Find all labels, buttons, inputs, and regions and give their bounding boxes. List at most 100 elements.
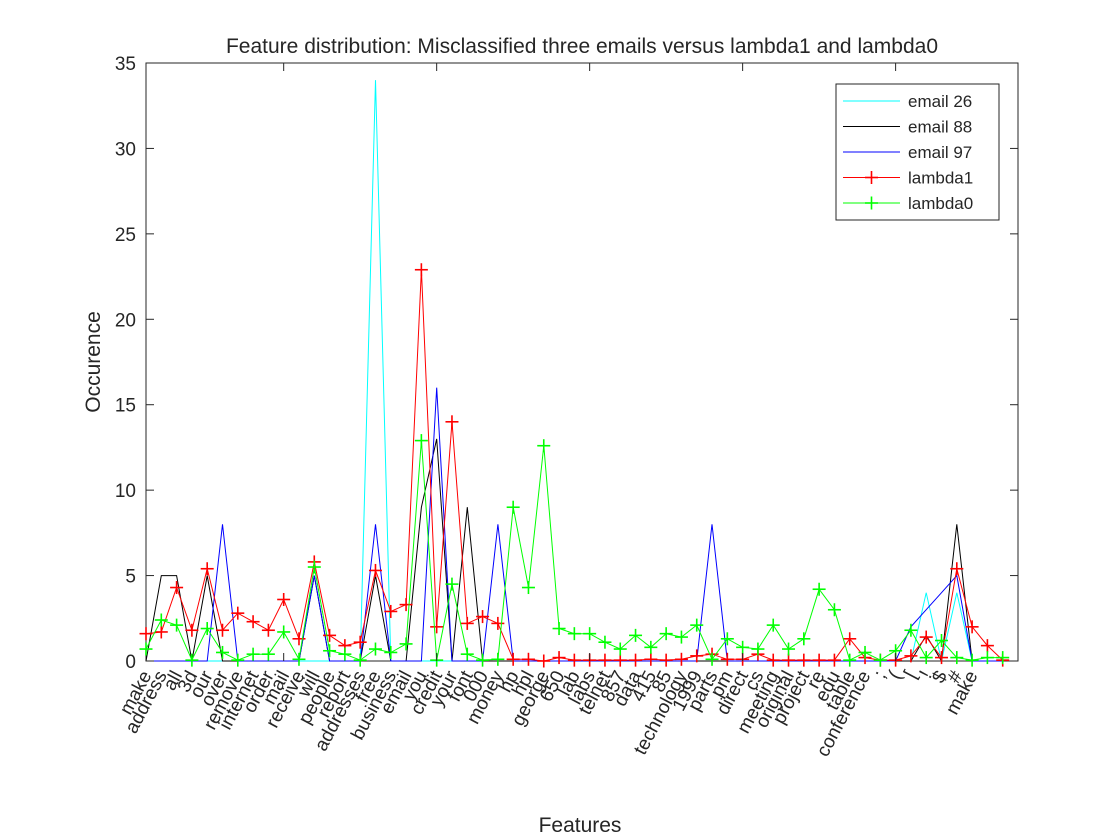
data-point-lambda0 [154,613,168,627]
data-point-lambda1 [353,635,367,649]
data-point-lambda0 [139,642,153,656]
y-tick-label: 10 [115,481,136,502]
data-point-lambda1 [414,263,428,277]
y-tick-label: 25 [115,225,136,246]
data-point-lambda1 [935,651,949,665]
data-point-lambda1 [460,616,474,630]
legend-entry: email 97 [843,143,972,162]
legend-entry: email 88 [843,118,972,137]
data-point-lambda1 [797,653,811,667]
legend-label: email 26 [908,92,972,111]
data-point-lambda0 [277,625,291,639]
legend-label: lambda0 [908,194,973,213]
data-point-lambda0 [414,434,428,448]
data-point-lambda1 [476,610,490,624]
y-tick-label: 15 [115,396,136,417]
data-point-lambda0 [690,618,704,632]
data-point-lambda1 [445,415,459,429]
data-point-lambda1 [567,653,581,667]
data-point-lambda0 [996,651,1010,665]
data-point-lambda0 [567,627,581,641]
data-point-lambda0 [323,644,337,658]
data-point-lambda1 [782,653,796,667]
data-point-lambda0 [827,603,841,617]
data-point-lambda0 [736,640,750,654]
data-point-lambda1 [629,653,643,667]
data-point-lambda0 [445,577,459,591]
data-point-lambda0 [476,653,490,667]
data-point-lambda0 [873,653,887,667]
data-point-lambda0 [950,651,964,665]
data-point-lambda1 [246,615,260,629]
data-point-lambda1 [980,639,994,653]
data-point-lambda1 [154,625,168,639]
data-point-lambda1 [506,652,520,666]
data-point-lambda1 [215,623,229,637]
data-point-lambda0 [353,653,367,667]
y-tick-label: 20 [115,310,136,331]
y-axis-label: Occurence [82,311,105,413]
data-point-lambda0 [215,645,229,659]
data-point-lambda1 [261,623,275,637]
data-point-lambda1 [368,563,382,577]
data-point-lambda0 [858,645,872,659]
data-point-lambda1 [919,630,933,644]
data-point-lambda1 [613,653,627,667]
data-point-lambda0 [170,618,184,632]
data-point-lambda1 [812,653,826,667]
legend-label: email 88 [908,118,972,137]
data-point-lambda1 [690,649,704,663]
data-point-lambda1 [843,632,857,646]
data-point-lambda0 [399,637,413,651]
data-point-lambda1 [384,604,398,618]
data-point-lambda1 [292,632,306,646]
data-point-lambda0 [751,642,765,656]
data-point-lambda0 [598,635,612,649]
data-point-lambda1 [950,562,964,576]
data-point-lambda0 [537,439,551,453]
data-point-lambda0 [292,652,306,666]
data-point-lambda1 [720,652,734,666]
data-point-lambda0 [629,628,643,642]
legend-entries: email 26 email 88 email 97 lambda1 lambda0 [843,92,973,213]
data-point-lambda1 [277,592,291,606]
data-point-lambda1 [537,654,551,668]
data-point-lambda0 [965,653,979,667]
data-point-lambda1 [904,649,918,663]
data-point-lambda1 [491,616,505,630]
data-point-lambda0 [674,630,688,644]
data-point-lambda0 [843,653,857,667]
data-point-lambda0 [307,560,321,574]
data-point-lambda0 [812,582,826,596]
data-point-lambda1 [965,620,979,634]
data-point-lambda0 [246,647,260,661]
data-point-lambda0 [491,652,505,666]
data-point-lambda0 [766,618,780,632]
data-point-lambda1 [644,652,658,666]
data-point-lambda0 [185,653,199,667]
x-axis-label: Features [539,814,622,837]
data-point-lambda1 [430,620,444,634]
legend-label: email 97 [908,143,972,162]
data-point-lambda0 [583,627,597,641]
data-point-lambda0 [904,623,918,637]
data-point-lambda0 [261,647,275,661]
chart-title: Feature distribution: Misclassified thre… [226,35,938,58]
y-tick-label: 5 [125,567,136,588]
data-point-lambda0 [644,640,658,654]
data-point-lambda1 [323,628,337,642]
data-point-lambda1 [766,653,780,667]
data-point-lambda1 [185,623,199,637]
data-point-lambda0 [659,627,673,641]
data-point-lambda0 [231,653,245,667]
data-point-lambda0 [368,642,382,656]
data-point-lambda0 [935,633,949,647]
data-point-lambda0 [460,647,474,661]
data-point-lambda1 [200,562,214,576]
data-point-lambda1 [139,627,153,641]
data-point-lambda0 [720,632,734,646]
data-point-lambda0 [384,645,398,659]
y-tick-label: 0 [125,652,136,673]
legend-label: lambda1 [908,169,973,188]
